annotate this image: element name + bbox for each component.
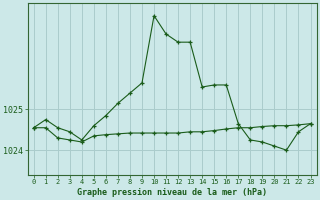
X-axis label: Graphe pression niveau de la mer (hPa): Graphe pression niveau de la mer (hPa) (77, 188, 267, 197)
